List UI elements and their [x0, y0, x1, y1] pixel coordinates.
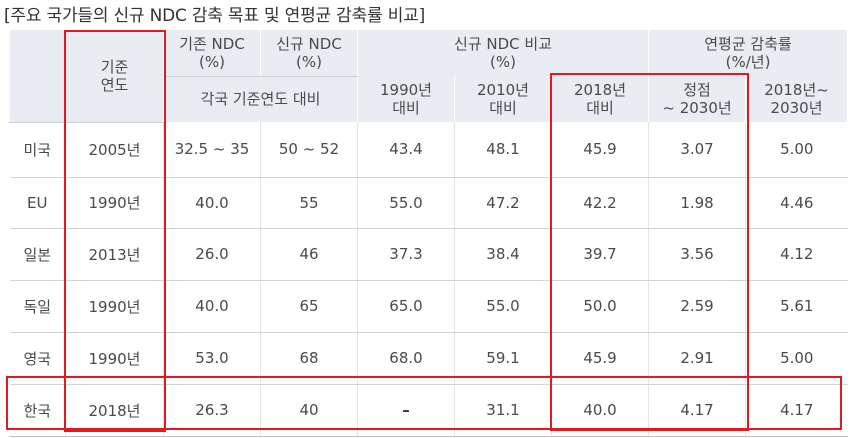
peak-to-2030-header: 정점 ~ 2030년 [648, 76, 747, 122]
vs-2010-header: 2010년 대비 [454, 76, 552, 122]
vs-1990-cell: – [357, 384, 455, 437]
old-ndc-cell: 26.3 [163, 384, 261, 437]
annual-rate-header: 연평균 감축률 (%/년) [648, 30, 849, 76]
old-ndc-cell: 53.0 [163, 332, 261, 385]
vs-1990-cell: 65.0 [357, 280, 455, 333]
country-header [9, 30, 66, 123]
vs-2010-cell: 47.2 [454, 177, 552, 229]
vs-2018-cell: 45.9 [550, 332, 649, 385]
peak-to-2030-cell: 4.17 [648, 384, 746, 437]
base-year-cell: 2013년 [65, 228, 164, 281]
from-2018-cell: 4.12 [745, 228, 848, 281]
base-year-header-text: 기준 연도 [100, 57, 129, 94]
country-cell: EU [9, 177, 66, 229]
peak-to-2030-cell: 3.07 [648, 122, 746, 178]
new-ndc-comparison-header: 신규 NDC 비교 (%) [356, 30, 650, 76]
table-row: 영국 1990년 53.0 68 68.0 59.1 45.9 2.91 5.0… [9, 332, 848, 385]
peak-to-2030-cell: 2.91 [648, 332, 746, 385]
vs-2018-cell: 42.2 [550, 177, 649, 229]
annual-rate-header-text: 연평균 감축률 (%/년) [704, 35, 792, 71]
country-cell: 미국 [9, 122, 66, 178]
vs-1990-cell: 43.4 [357, 122, 455, 178]
new-ndc-header-text: 신규 NDC (%) [276, 34, 342, 71]
table-row: 한국 2018년 26.3 40 – 31.1 40.0 4.17 4.17 [9, 384, 848, 437]
table-row: 독일 1990년 40.0 65 65.0 55.0 50.0 2.59 5.6… [9, 280, 848, 333]
base-year-cell: 1990년 [65, 280, 164, 333]
vs-1990-header: 1990년 대비 [357, 76, 455, 122]
from-2018-to-2030-header: 2018년~ 2030년 [745, 76, 849, 122]
new-ndc-cell: 46 [260, 228, 358, 281]
old-ndc-cell: 40.0 [163, 280, 261, 333]
vs-2018-cell: 45.9 [550, 122, 649, 178]
table-title: [주요 국가들의 신규 NDC 감축 목표 및 연평균 감축률 비교] [4, 6, 426, 26]
old-ndc-cell: 26.0 [163, 228, 261, 281]
peak-to-2030-cell: 1.98 [648, 177, 746, 229]
peak-to-2030-header-text: 정점 ~ 2030년 [662, 81, 732, 117]
from-2018-cell: 5.00 [745, 122, 848, 178]
country-cell: 일본 [9, 228, 66, 281]
peak-to-2030-cell: 3.56 [648, 228, 746, 281]
new-ndc-cell: 40 [260, 384, 358, 437]
vs-1990-cell: 68.0 [357, 332, 455, 385]
table-row: 미국 2005년 32.5 ~ 35 50 ~ 52 43.4 48.1 45.… [9, 122, 848, 178]
old-ndc-cell: 40.0 [163, 177, 261, 229]
base-year-cell: 1990년 [65, 177, 164, 229]
old-ndc-header-text: 기존 NDC (%) [179, 34, 245, 71]
vs-2018-header: 2018년 대비 [550, 76, 650, 122]
vs-2018-cell: 40.0 [550, 384, 649, 437]
vs-2010-cell: 31.1 [454, 384, 552, 437]
ndc-comparison-table: 기준 연도 기존 NDC (%) 신규 NDC (%) 신규 NDC 비교 (%… [9, 30, 849, 437]
vs-base-year-header: 각국 기준연도 대비 [163, 76, 358, 122]
vs-2018-header-text: 2018년 대비 [574, 81, 626, 117]
vs-1990-cell: 55.0 [357, 177, 455, 229]
vs-2018-cell: 50.0 [550, 280, 649, 333]
vs-2010-cell: 59.1 [454, 332, 552, 385]
base-year-cell: 2018년 [65, 384, 164, 437]
vs-2010-cell: 38.4 [454, 228, 552, 281]
new-ndc-cell: 65 [260, 280, 358, 333]
new-ndc-cell: 68 [260, 332, 358, 385]
base-year-cell: 2005년 [65, 122, 164, 178]
vs-2010-header-text: 2010년 대비 [477, 81, 529, 117]
vs-2010-cell: 48.1 [454, 122, 552, 178]
table-row: 일본 2013년 26.0 46 37.3 38.4 39.7 3.56 4.1… [9, 228, 848, 281]
country-cell: 독일 [9, 280, 66, 333]
from-2018-cell: 4.46 [745, 177, 848, 229]
country-cell: 영국 [9, 332, 66, 385]
country-cell: 한국 [9, 384, 66, 437]
old-ndc-cell: 32.5 ~ 35 [163, 122, 261, 178]
old-ndc-header: 기존 NDC (%) [163, 30, 261, 77]
new-ndc-comparison-header-text: 신규 NDC 비교 (%) [454, 35, 552, 71]
from-2018-to-2030-header-text: 2018년~ 2030년 [764, 81, 829, 117]
from-2018-cell: 4.17 [745, 384, 848, 437]
base-year-header: 기준 연도 [65, 30, 164, 123]
peak-to-2030-cell: 2.59 [648, 280, 746, 333]
vs-1990-header-text: 1990년 대비 [380, 81, 432, 117]
vs-2018-cell: 39.7 [550, 228, 649, 281]
table-row: EU 1990년 40.0 55 55.0 47.2 42.2 1.98 4.4… [9, 177, 848, 229]
from-2018-cell: 5.00 [745, 332, 848, 385]
new-ndc-header: 신규 NDC (%) [260, 30, 358, 77]
vs-1990-cell: 37.3 [357, 228, 455, 281]
new-ndc-cell: 50 ~ 52 [260, 122, 358, 178]
base-year-cell: 1990년 [65, 332, 164, 385]
from-2018-cell: 5.61 [745, 280, 848, 333]
new-ndc-cell: 55 [260, 177, 358, 229]
vs-2010-cell: 55.0 [454, 280, 552, 333]
